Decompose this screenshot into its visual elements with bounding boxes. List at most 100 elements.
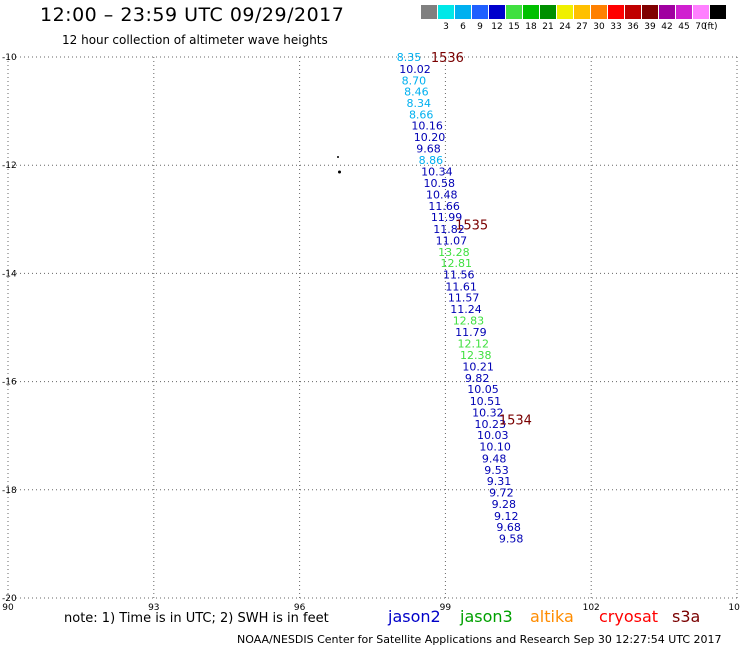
color-swatch xyxy=(557,5,573,19)
lat-tick-label: -12 xyxy=(2,161,17,171)
units-note: note: 1) Time is in UTC; 2) SWH is in fe… xyxy=(64,611,329,626)
wave-height-value: 9.82 xyxy=(465,372,490,385)
wave-height-value: 9.58 xyxy=(499,532,524,545)
wave-height-value: 11.66 xyxy=(428,200,460,213)
color-swatch xyxy=(659,5,675,19)
wave-height-value: 8.35 xyxy=(397,51,422,64)
color-swatch-label: 24 xyxy=(559,22,571,32)
color-swatch-label: 21 xyxy=(542,22,554,32)
lat-tick-label: -16 xyxy=(2,378,17,388)
wave-height-value: 8.46 xyxy=(404,86,429,99)
wave-height-value: 10.48 xyxy=(426,188,458,201)
color-swatch-label: 33 xyxy=(610,22,622,32)
wave-height-value: 10.58 xyxy=(424,177,456,190)
color-swatch xyxy=(421,5,437,19)
satellite-label-jason3: jason3 xyxy=(460,607,513,626)
color-swatch xyxy=(710,5,726,19)
lat-tick-label: -18 xyxy=(2,486,17,496)
orbit-number: 1534 xyxy=(499,413,532,428)
lat-tick-label: -10 xyxy=(2,53,17,63)
wave-height-value: 10.21 xyxy=(462,360,494,373)
wave-height-value: 10.02 xyxy=(399,63,431,76)
color-swatch xyxy=(438,5,454,19)
wave-height-value: 11.57 xyxy=(448,292,480,305)
wave-height-value: 9.68 xyxy=(416,142,441,155)
wave-height-value: 11.07 xyxy=(436,234,468,247)
lon-tick-label: 99 xyxy=(440,603,452,613)
color-swatch xyxy=(693,5,709,19)
wave-height-value: 8.70 xyxy=(402,74,427,87)
satellite-label-altika: altika xyxy=(530,607,574,626)
color-swatch-label: 9 xyxy=(477,22,483,32)
wave-height-value: 10.32 xyxy=(472,406,504,419)
wave-height-value: 13.28 xyxy=(438,246,470,259)
wave-height-value: 8.86 xyxy=(419,154,444,167)
orbit-number-labels: 1536 1535 1534 xyxy=(431,51,532,428)
map-subtitle: 12 hour collection of altimeter wave hei… xyxy=(62,33,328,47)
color-swatch xyxy=(455,5,471,19)
wave-height-value: 12.81 xyxy=(441,257,473,270)
satellite-label-cryosat: cryosat xyxy=(599,607,659,626)
color-swatch xyxy=(523,5,539,19)
color-swatch-label: 30 xyxy=(593,22,605,32)
color-swatch-label: 18 xyxy=(525,22,537,32)
color-swatch-label: 36 xyxy=(627,22,639,32)
lat-lon-grid xyxy=(7,56,738,599)
orbit-number: 1536 xyxy=(431,51,464,66)
color-swatch-label: 45 xyxy=(678,22,690,32)
wave-height-labels: 8.3510.028.708.468.348.6610.1610.209.688… xyxy=(397,51,524,545)
lat-tick-label: -14 xyxy=(2,269,17,279)
color-swatch xyxy=(625,5,641,19)
color-swatch xyxy=(489,5,505,19)
lon-tick-label: 90 xyxy=(2,603,14,613)
color-swatch xyxy=(506,5,522,19)
island-marker xyxy=(337,156,341,174)
wave-height-value: 11.56 xyxy=(443,268,475,281)
color-swatch xyxy=(574,5,590,19)
wave-height-value: 11.24 xyxy=(450,303,482,316)
color-swatch xyxy=(676,5,692,19)
wave-height-value: 10.51 xyxy=(470,395,502,408)
wave-height-value: 10.10 xyxy=(479,441,511,454)
wave-height-value: 10.34 xyxy=(421,166,453,179)
map-title: 12:00 – 23:59 UTC 09/29/2017 xyxy=(40,4,345,26)
lat-tick-label: -20 xyxy=(2,594,17,604)
wave-height-value: 9.72 xyxy=(489,487,514,500)
color-swatch-label: 12 xyxy=(491,22,503,32)
lon-tick-label: 105 xyxy=(728,603,740,613)
wave-height-value: 10.03 xyxy=(477,429,509,442)
wave-height-value: 9.68 xyxy=(496,521,521,534)
lon-tick-label: 102 xyxy=(583,603,600,613)
unit-label: (ft) xyxy=(704,22,718,32)
wave-height-value: 11.82 xyxy=(433,223,465,236)
orbit-number: 1535 xyxy=(455,219,488,234)
color-swatch xyxy=(642,5,658,19)
color-swatch xyxy=(472,5,488,19)
color-swatch-label: 6 xyxy=(460,22,466,32)
wave-height-value: 10.23 xyxy=(475,418,507,431)
lon-tick-label: 93 xyxy=(148,603,159,613)
wave-height-value: 10.05 xyxy=(467,383,499,396)
color-swatch-label: 15 xyxy=(508,22,520,32)
wave-height-value: 9.31 xyxy=(487,475,512,488)
wave-height-value: 9.28 xyxy=(492,498,517,511)
wave-height-value: 11.79 xyxy=(455,326,487,339)
wave-height-value: 11.99 xyxy=(431,211,463,224)
color-swatch-label: 39 xyxy=(644,22,656,32)
wave-height-value: 12.83 xyxy=(453,314,485,327)
wave-height-value: 9.12 xyxy=(494,510,519,523)
wave-height-value: 8.34 xyxy=(407,97,432,110)
satellite-label-s3a: s3a xyxy=(672,607,701,626)
wave-height-value: 12.38 xyxy=(460,349,492,362)
wave-height-value: 11.61 xyxy=(445,280,477,293)
satellite-label-jason2: jason2 xyxy=(388,607,441,626)
wave-height-value: 12.12 xyxy=(458,338,490,351)
wave-height-value: 8.66 xyxy=(409,108,434,121)
wave-height-value: 9.53 xyxy=(484,464,509,477)
wave-height-value: 10.20 xyxy=(414,131,446,144)
color-swatch-label: 70 xyxy=(695,22,707,32)
wave-height-value: 10.16 xyxy=(411,120,443,133)
credit-line: NOAA/NESDIS Center for Satellite Applica… xyxy=(237,633,722,646)
